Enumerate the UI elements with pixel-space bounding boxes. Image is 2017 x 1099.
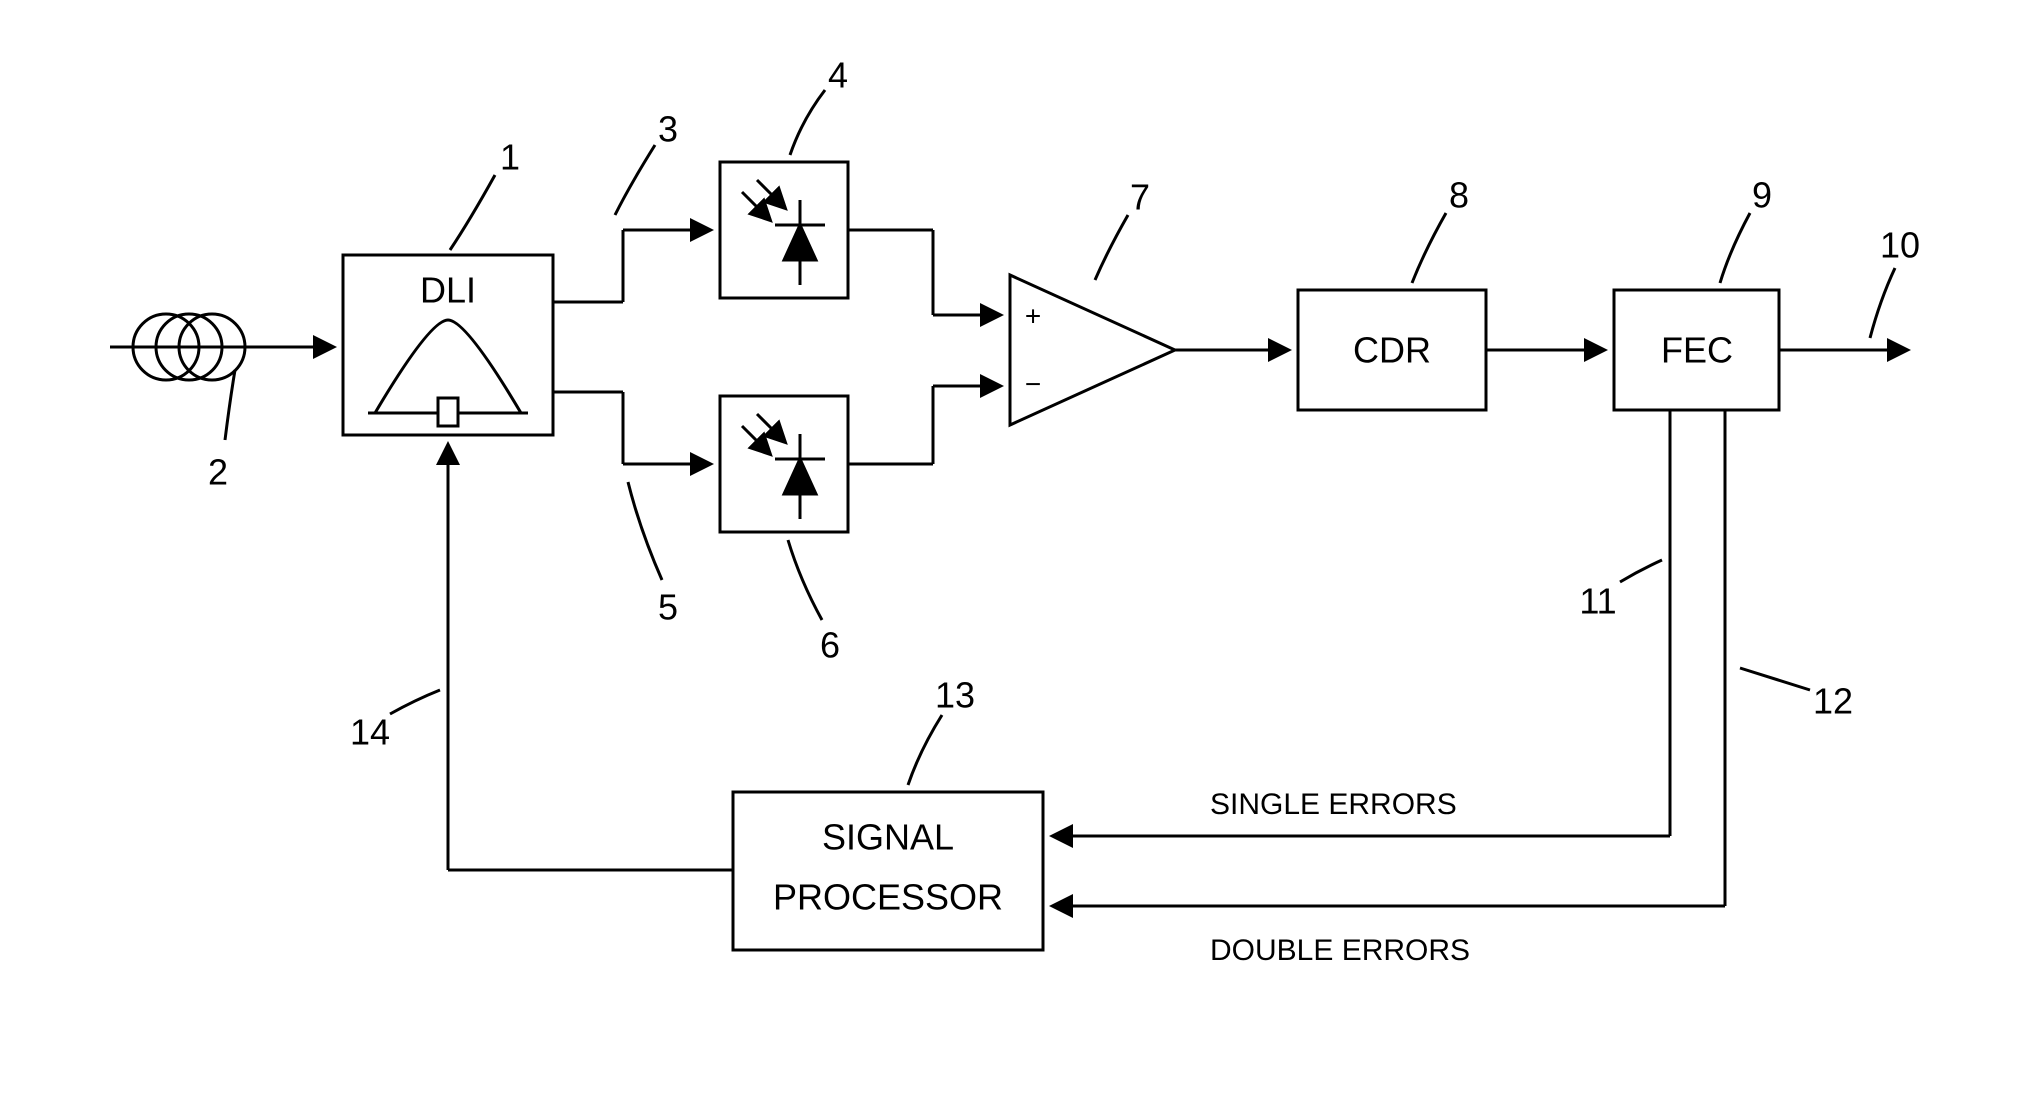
wire-pd-to-amp bbox=[848, 230, 1000, 464]
block-diagram: DLI bbox=[0, 0, 2017, 1099]
label-4: 4 bbox=[828, 55, 848, 96]
wire-fec-feedback bbox=[1053, 410, 1725, 906]
label-12: 12 bbox=[1813, 681, 1853, 722]
label-1: 1 bbox=[500, 137, 520, 178]
dli-label: DLI bbox=[420, 270, 476, 311]
label-5: 5 bbox=[658, 587, 678, 628]
wire-sigproc-to-dli bbox=[448, 445, 733, 870]
photodiode-lower-block bbox=[720, 396, 848, 532]
amp-plus-label: + bbox=[1025, 300, 1041, 331]
label-10: 10 bbox=[1880, 225, 1920, 266]
cdr-label: CDR bbox=[1353, 330, 1431, 371]
label-9: 9 bbox=[1752, 175, 1772, 216]
diff-amp-block: + − bbox=[1010, 275, 1175, 425]
fec-label: FEC bbox=[1661, 330, 1733, 371]
dli-block: DLI bbox=[343, 255, 553, 435]
photodiode-upper-block bbox=[720, 162, 848, 298]
label-14: 14 bbox=[350, 712, 390, 753]
label-6: 6 bbox=[820, 625, 840, 666]
amp-minus-label: − bbox=[1025, 368, 1041, 399]
cdr-block: CDR bbox=[1298, 290, 1486, 410]
label-7: 7 bbox=[1130, 177, 1150, 218]
label-3: 3 bbox=[658, 109, 678, 150]
signal-processor-block: SIGNAL PROCESSOR bbox=[733, 792, 1043, 950]
sigproc-line2: PROCESSOR bbox=[773, 877, 1003, 918]
label-13: 13 bbox=[935, 675, 975, 716]
label-8: 8 bbox=[1449, 175, 1469, 216]
double-errors-label: DOUBLE ERRORS bbox=[1210, 934, 1470, 967]
single-errors-label: SINGLE ERRORS bbox=[1210, 788, 1457, 821]
fec-block: FEC bbox=[1614, 290, 1779, 410]
label-2: 2 bbox=[208, 452, 228, 493]
label-11: 11 bbox=[1579, 581, 1616, 622]
sigproc-line1: SIGNAL bbox=[822, 817, 954, 858]
wire-dli-branches bbox=[553, 230, 710, 464]
